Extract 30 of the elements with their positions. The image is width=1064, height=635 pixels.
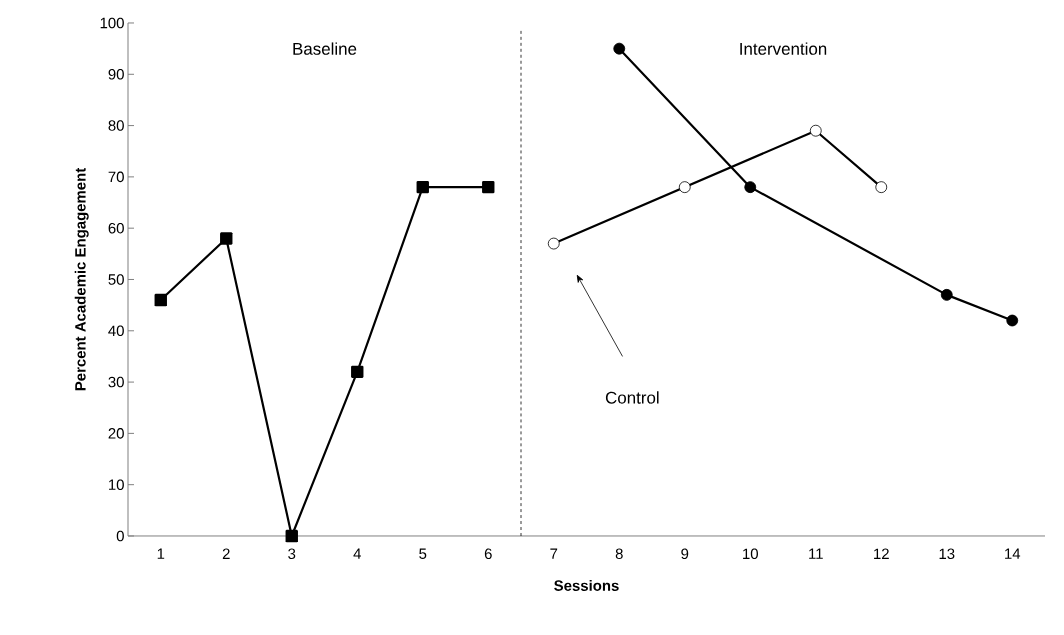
- y-tick-label: 40: [108, 325, 124, 337]
- y-tick-label: 10: [109, 479, 124, 490]
- x-tick-label: 3: [288, 548, 296, 560]
- x-axis-title: Sessions: [554, 579, 619, 591]
- y-tick-label: 90: [108, 68, 124, 80]
- x-tick-label: 2: [222, 548, 230, 559]
- x-tick-label: 10: [743, 548, 758, 560]
- x-tick-label: 11: [809, 548, 823, 559]
- y-tick-label: 20: [108, 428, 124, 439]
- x-tick-label: 9: [681, 548, 689, 560]
- x-tick-label: 8: [615, 548, 623, 560]
- annotation: Baseline: [293, 42, 357, 55]
- x-tick-label: 4: [353, 548, 361, 559]
- x-tick-label: 13: [939, 548, 955, 560]
- x-tick-label: 6: [484, 548, 492, 560]
- y-axis-title: Percent Academic Engagement: [74, 167, 89, 391]
- y-tick-label: 30: [108, 376, 124, 388]
- y-tick-label: 80: [108, 120, 124, 131]
- y-tick-label: 70: [108, 171, 124, 183]
- x-tick-label: 14: [1005, 548, 1021, 559]
- y-tick-label: 50: [108, 274, 124, 285]
- annotation: Intervention: [740, 42, 827, 55]
- y-tick-label: 0: [116, 530, 124, 542]
- x-tick-label: 1: [157, 548, 165, 559]
- x-tick-label: 5: [419, 548, 427, 559]
- text: Control: [605, 391, 659, 404]
- x-tick-label: 7: [550, 548, 558, 559]
- x-tick-label: 12: [874, 548, 889, 559]
- y-tick-label: 100: [100, 17, 124, 29]
- y-tick-label: 60: [108, 222, 124, 234]
